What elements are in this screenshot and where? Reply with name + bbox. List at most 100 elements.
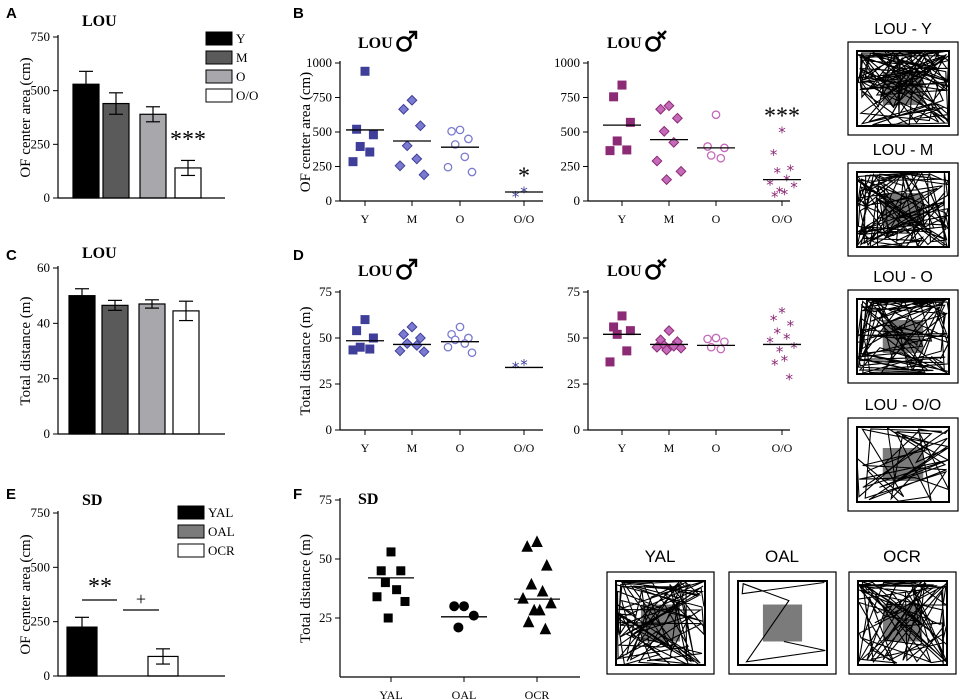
legend-swatch	[205, 88, 233, 103]
track-label: LOU - O	[873, 269, 933, 286]
track-label: LOU - O/O	[865, 397, 941, 414]
data-point	[449, 601, 460, 612]
x-tick-label: M	[407, 441, 418, 455]
x-tick-label: M	[664, 441, 675, 455]
x-tick-label: M	[664, 212, 675, 226]
data-point: *	[520, 356, 528, 374]
data-point	[706, 342, 716, 352]
y-tick-label: 750	[31, 505, 51, 520]
data-point	[383, 613, 393, 623]
y-tick-label: 0	[574, 193, 581, 208]
legend-label: Y	[236, 31, 246, 46]
x-tick-label: Y	[361, 441, 370, 455]
x-tick-label: O/O	[772, 212, 793, 226]
y-tick-label: 75	[567, 284, 580, 299]
x-tick-label: O	[712, 212, 721, 226]
data-point	[418, 169, 430, 181]
chart-title: LOU	[607, 263, 642, 280]
data-point	[352, 326, 362, 336]
locomotion-track	[856, 170, 950, 248]
data-point: *	[781, 185, 789, 203]
male-symbol-head	[409, 30, 418, 39]
x-tick-label: O/O	[514, 441, 535, 455]
data-point	[663, 325, 675, 337]
legend-label: M	[236, 50, 248, 65]
data-point	[460, 339, 470, 348]
track-arena	[728, 571, 837, 675]
x-tick-label: OCR	[525, 688, 550, 699]
data-point	[716, 344, 726, 354]
y-tick-label: 25	[567, 376, 580, 391]
data-point	[706, 151, 716, 160]
y-tick-label: 40	[37, 315, 50, 330]
data-point	[401, 140, 413, 152]
panel-letter-c: C	[6, 247, 17, 264]
track-arena	[847, 417, 959, 512]
data-point: *	[512, 188, 520, 206]
data-point	[540, 558, 553, 571]
data-point	[443, 162, 453, 172]
data-point	[617, 311, 627, 321]
data-point: *	[770, 146, 778, 164]
bar	[68, 295, 96, 435]
significance-marker: ***	[170, 127, 206, 153]
track-label: OCR	[883, 547, 921, 566]
y-tick-label: 0	[44, 668, 51, 683]
bar	[139, 113, 167, 199]
y-tick-label: 250	[31, 614, 51, 629]
panel-letter-a: A	[6, 5, 17, 22]
legend-swatch	[205, 31, 233, 46]
data-point	[418, 346, 430, 358]
data-point	[658, 125, 670, 137]
data-point	[605, 357, 615, 367]
data-point	[671, 112, 683, 124]
arena-wall	[857, 580, 948, 666]
data-point	[398, 328, 410, 340]
castrated-symbol	[645, 36, 661, 52]
data-point	[396, 566, 406, 576]
data-point	[394, 160, 406, 172]
data-point: *	[771, 188, 779, 206]
y-tick-label: 50	[319, 330, 332, 345]
data-point	[703, 142, 712, 151]
data-point: *	[776, 343, 784, 361]
arena-wall	[856, 50, 950, 127]
data-point	[398, 103, 410, 115]
chart-title: LOU	[82, 13, 117, 30]
y-axis-label: Total distance (m)	[298, 307, 314, 416]
x-tick-label: Y	[618, 212, 627, 226]
data-point	[720, 337, 729, 347]
legend-label: O/O	[236, 88, 258, 103]
legend-label: O	[236, 69, 245, 84]
track-arena	[606, 571, 715, 675]
y-tick-label: 750	[31, 29, 51, 44]
data-point	[612, 136, 622, 146]
significance-marker: *	[518, 163, 530, 189]
data-point: *	[773, 324, 781, 342]
scatter-chart-B1: 0 250 500 750 1000 OF center area (cm) LOU Y M O O…	[298, 30, 543, 226]
track-label: YAL	[645, 547, 676, 566]
legend-swatch	[205, 69, 233, 84]
locomotion-track	[856, 50, 951, 127]
data-point	[675, 165, 687, 177]
data-point	[360, 315, 370, 325]
panel-letter-b: B	[293, 5, 304, 22]
data-point: *	[776, 183, 784, 201]
data-point	[711, 333, 721, 343]
data-point: *	[790, 179, 798, 197]
arena-wall	[615, 580, 706, 666]
y-tick-label: 500	[31, 559, 51, 574]
y-tick-label: 75	[319, 492, 332, 507]
data-point	[622, 145, 632, 155]
chart-title: SD	[82, 492, 102, 509]
bar	[138, 303, 166, 435]
data-point: *	[778, 304, 786, 322]
arena-wall	[856, 171, 950, 248]
data-point	[464, 134, 473, 144]
data-point	[661, 174, 673, 186]
data-point	[443, 342, 453, 352]
data-point	[536, 584, 549, 597]
